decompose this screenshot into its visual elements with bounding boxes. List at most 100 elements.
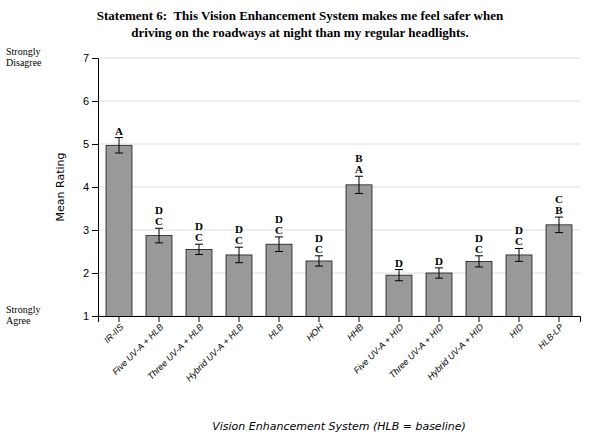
x-tick-mark [319,316,320,322]
x-tick: HHB [345,316,366,342]
bar [186,249,212,316]
grid-line [98,58,580,59]
bar [386,275,412,316]
title: driving on the roadways at night than my… [131,25,468,40]
letter-label: D [435,255,443,267]
error-bar [395,270,403,281]
x-axis-line [99,317,581,323]
letter-label: C [515,235,523,247]
y-axis-label: Mean Rating [54,153,67,222]
y-tick-label: 5 [83,138,89,150]
x-tick-mark [119,316,120,322]
y-tick-label: 7 [83,52,89,64]
annotation-line: Strongly [6,304,40,315]
x-tick-label: HLB [266,322,285,341]
y-tick-label: 1 [83,310,89,322]
x-axis: IR-IISFive UV-A + HLBThree UV-A + HLBHyb… [99,316,581,383]
x-tick: IR-IIS [102,316,125,345]
grid-line [98,230,580,231]
bar [466,261,492,316]
bar [346,185,372,316]
x-tick-label: Hybrid UV-A + HID [425,321,486,382]
chart: Statement 6: This Vision Enhancement Sys… [0,0,600,438]
y-tick-mark [92,58,98,59]
y-tick: 2 [83,267,98,279]
letter-label: C [195,231,203,243]
x-tick-mark [439,316,440,322]
y-tick: 3 [83,224,98,236]
y-tick-label: 2 [83,267,89,279]
grid-line [98,144,580,145]
y-tick: 4 [83,181,98,193]
y-tick-mark [92,144,98,145]
error-bar [155,228,163,243]
title-group: Statement 6: This Vision Enhancement Sys… [97,8,504,40]
x-tick: HOH [304,316,326,343]
x-tick-mark [559,316,560,322]
bar [146,236,172,316]
y-tick-mark [92,316,98,317]
plot: IR-IISFive UV-A + HLBThree UV-A + HLBHyb… [83,52,581,383]
x-tick-mark [399,316,400,322]
grid-line [98,187,580,188]
x-tick-mark [519,316,520,322]
annotation-line: Strongly [6,46,40,57]
x-tick-label: IR-IIS [102,322,125,345]
letter-label: B [555,204,563,216]
x-tick-label: HOH [304,321,326,343]
y-axis-line [92,59,99,317]
letter-label: C [275,224,283,236]
x-tick-mark [239,316,240,322]
letter-label: C [475,243,483,255]
letter-label: C [155,215,163,227]
y-tick-mark [92,101,98,102]
y-axis: 1 2 3 4 5 6 7 [83,52,99,322]
bar [106,145,132,316]
error-bar [315,256,323,266]
x-axis-label: Vision Enhancement System (HLB = baselin… [212,420,466,433]
y-tick-label: 6 [83,95,89,107]
annotation-line: Disagree [6,57,42,68]
x-tick: HID [507,316,525,340]
bar [546,225,572,316]
y-tick-mark [92,273,98,274]
x-tick: Hybrid UV-A + HID [425,316,486,382]
x-tick-label: Hybrid UV-A + HLB [184,322,246,384]
y-tick: 1 [83,310,98,322]
error-bar [115,138,123,153]
y-tick: 7 [83,52,98,64]
bar [266,244,292,316]
y-tick-mark [92,187,98,188]
x-tick-mark [199,316,200,322]
bar [226,255,252,316]
grid-line [98,101,580,102]
marks [106,138,572,316]
x-tick: HLB [266,316,285,341]
error-bar [355,176,363,193]
letter-labels: ADCDCDCDCDCBADDDCDCCB [115,125,563,269]
y-tick-mark [92,230,98,231]
annotation-line: Agree [6,315,31,326]
y-tick-label: 3 [83,224,89,236]
x-tick-mark [359,316,360,322]
bar [306,261,332,316]
letter-label: D [395,257,403,269]
bar [426,273,452,316]
error-bar [515,248,523,261]
error-bar [235,247,243,262]
letter-label: A [115,125,123,137]
letter-label: C [315,243,323,255]
x-tick: Hybrid UV-A + HLB [184,316,246,383]
y-tick: 5 [83,138,98,150]
y-tick-label: 4 [83,181,89,193]
error-bar [275,237,283,252]
x-tick: HLB-LP [536,316,565,351]
x-tick-label: HLB-LP [536,322,565,351]
y-tick: 6 [83,95,98,107]
title: Statement 6: This Vision Enhancement Sys… [97,8,504,23]
annotation: StronglyDisagree [6,46,42,68]
letter-label: A [355,163,363,175]
annotation: StronglyAgree [6,304,40,326]
bar [506,255,532,316]
error-bar [435,268,443,278]
